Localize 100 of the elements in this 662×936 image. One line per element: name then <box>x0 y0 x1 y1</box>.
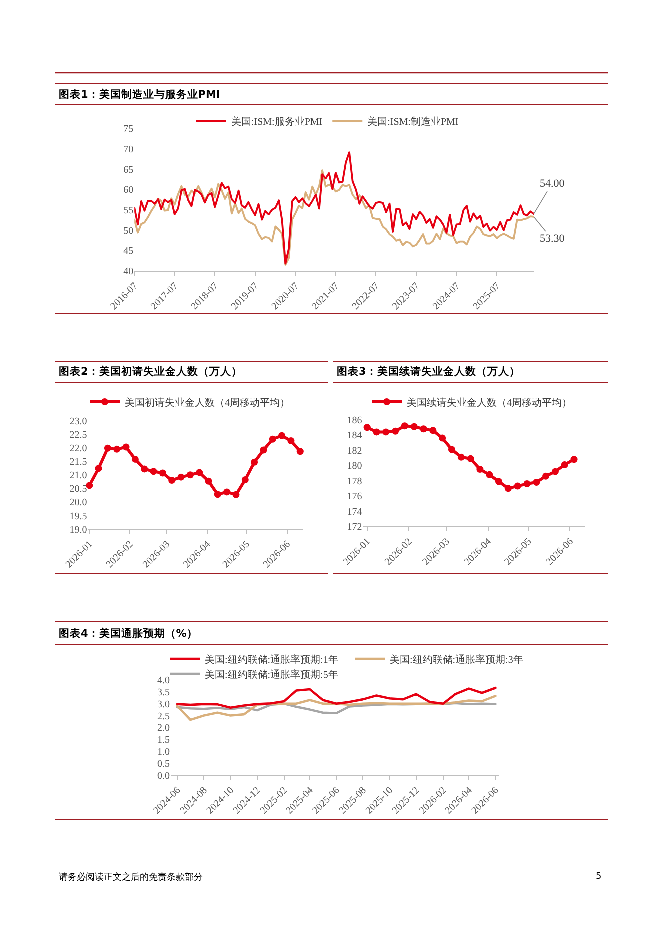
point <box>114 446 121 453</box>
point <box>420 426 428 433</box>
y-tick-label: 4.0 <box>158 676 170 686</box>
point <box>496 478 503 486</box>
point <box>467 455 474 462</box>
y-tick-label: 19.0 <box>70 524 88 536</box>
y-tick-label: 3.5 <box>158 687 170 698</box>
point <box>296 448 304 456</box>
point <box>382 428 390 436</box>
point <box>401 422 408 430</box>
point <box>214 491 222 498</box>
line-series <box>176 695 497 722</box>
point <box>410 423 418 430</box>
y-tick-label: 174 <box>347 506 362 518</box>
point <box>122 444 130 451</box>
y-tick-label: 2.5 <box>158 711 170 722</box>
legend-label: 美国:纽约联储:通胀率预期:1年 <box>205 654 338 666</box>
point <box>205 478 212 485</box>
point <box>132 456 139 463</box>
point <box>168 477 176 484</box>
y-tick-label: 19.5 <box>70 511 88 522</box>
point <box>232 491 240 498</box>
point <box>196 469 204 476</box>
y-tick-label: 178 <box>347 476 362 488</box>
point <box>95 465 102 472</box>
line-series <box>176 702 497 715</box>
point <box>514 482 522 490</box>
point <box>486 471 494 478</box>
annotation: 53.30 <box>540 233 566 245</box>
point <box>524 480 531 488</box>
point <box>242 476 249 484</box>
y-tick-label: 182 <box>347 446 362 457</box>
point <box>186 472 194 479</box>
point <box>159 470 166 477</box>
point <box>570 456 578 464</box>
legend-label: 美国:纽约联储:通胀率预期:5年 <box>205 668 338 681</box>
y-tick-label: 0.5 <box>158 758 170 770</box>
y-tick-label: 45 <box>124 246 134 258</box>
point <box>224 488 231 496</box>
y-tick-label: 70 <box>124 144 134 156</box>
point <box>178 474 185 481</box>
line-series <box>176 686 497 710</box>
point <box>430 427 437 434</box>
point <box>448 446 456 454</box>
legend-label: 美国初请失业金人数（4周移动平均） <box>125 396 290 409</box>
y-tick-label: 172 <box>347 522 362 534</box>
y-tick-label: 1.0 <box>158 747 170 758</box>
point <box>104 444 112 452</box>
point <box>533 479 540 486</box>
point <box>476 466 484 474</box>
y-tick-label: 21.0 <box>70 470 88 482</box>
y-tick-label: 65 <box>124 164 134 176</box>
y-tick-label: 20.0 <box>70 498 88 509</box>
chart-title: 图表2：美国初请失业金人数（万人） <box>59 365 242 378</box>
chart-title: 图表4：美国通胀预期（%） <box>59 627 198 640</box>
legend-label: 美国:ISM:服务业PMI <box>232 116 323 128</box>
text: 请务必阅读正文之后的免责条款部分 <box>59 872 203 883</box>
point <box>504 485 512 492</box>
point <box>561 461 568 468</box>
legend-label: 美国:纽约联储:通胀率预期:3年 <box>390 654 524 666</box>
y-tick-label: 60 <box>124 185 134 196</box>
line-series <box>134 170 534 266</box>
line-series <box>134 152 534 265</box>
chart-title: 图表3：美国续请失业金人数（万人） <box>337 365 520 378</box>
y-tick-label: 22.0 <box>70 444 88 455</box>
chart-title: 图表1：美国制造业与服务业PMI <box>59 88 220 101</box>
text: 5 <box>596 872 602 882</box>
y-tick-label: 0.0 <box>158 770 170 782</box>
point <box>278 432 286 440</box>
point <box>251 458 258 466</box>
y-tick-label: 3.0 <box>158 699 170 710</box>
point <box>373 428 380 436</box>
legend-label: 美国:ISM:制造业PMI <box>368 116 459 128</box>
y-tick-label: 186 <box>347 416 362 426</box>
point <box>439 434 446 442</box>
point <box>86 482 94 490</box>
y-tick-label: 180 <box>347 461 362 472</box>
y-tick-label: 75 <box>124 124 134 136</box>
point <box>288 438 295 445</box>
legend-label: 美国续请失业金人数（4周移动平均） <box>407 396 572 409</box>
y-tick-label: 22.5 <box>70 430 88 442</box>
y-tick-label: 50 <box>124 226 134 237</box>
point <box>364 424 371 432</box>
y-tick-label: 184 <box>347 430 362 442</box>
y-tick-label: 55 <box>124 206 134 217</box>
annotation: 54.00 <box>540 178 566 190</box>
y-tick-label: 1.5 <box>158 735 170 746</box>
point <box>141 466 148 473</box>
y-tick-label: 176 <box>347 492 362 503</box>
point <box>552 468 559 476</box>
point <box>269 436 276 443</box>
point <box>260 446 268 454</box>
point <box>458 454 465 461</box>
y-tick-label: 23.0 <box>70 416 88 428</box>
y-tick-label: 20.5 <box>70 484 88 496</box>
y-tick-label: 21.5 <box>70 457 88 468</box>
point <box>542 472 550 480</box>
y-tick-label: 40 <box>124 266 134 278</box>
point <box>392 428 400 435</box>
y-tick-label: 2.0 <box>158 723 170 734</box>
